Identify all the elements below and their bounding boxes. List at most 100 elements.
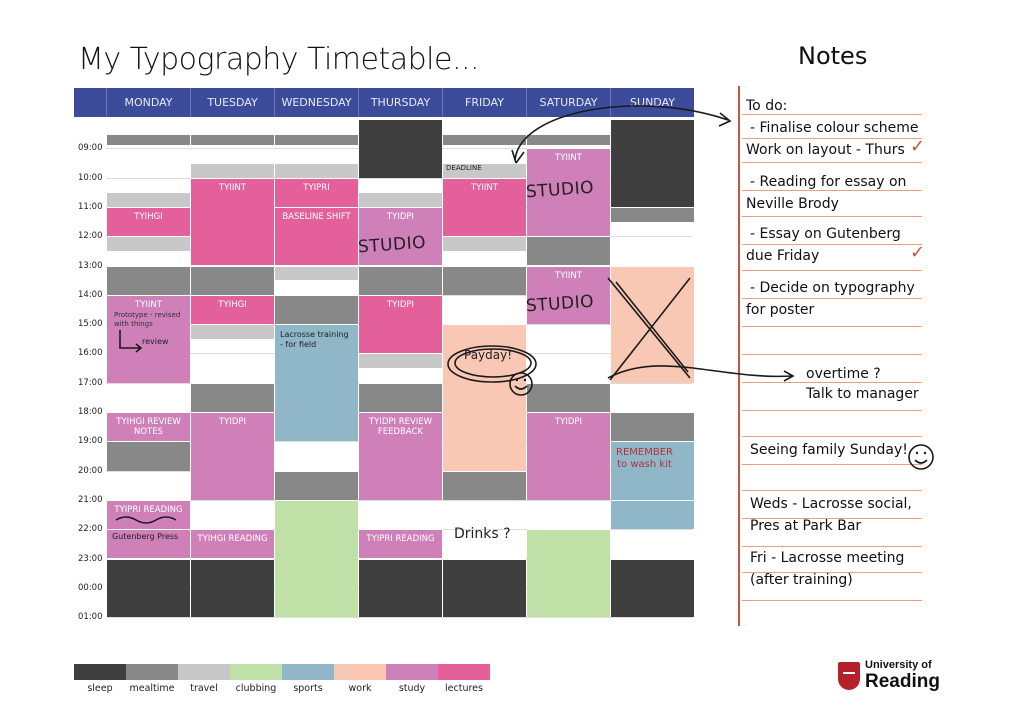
note-line: due Friday xyxy=(746,248,820,264)
block-label: TYIDPI REVIEW FEEDBACK xyxy=(368,417,433,437)
block-sleep xyxy=(191,558,274,618)
day-header-monday: MONDAY xyxy=(106,88,190,117)
time-label: 23:00 xyxy=(78,553,103,564)
block-label: TYIHGI REVIEW NOTES xyxy=(116,417,181,437)
time-label: 19:00 xyxy=(78,436,103,447)
hour-line xyxy=(106,177,692,179)
block-label: TYIINT xyxy=(555,270,582,281)
block-study: TYIHGI REVIEW NOTES xyxy=(107,412,190,442)
legend-label-clubbing: clubbing xyxy=(235,683,277,694)
note-line: Fri - Lacrosse meeting xyxy=(750,550,905,566)
block-mealtime xyxy=(191,265,274,295)
block-lectures: TYIINT xyxy=(443,177,526,237)
time-label: 21:00 xyxy=(78,494,103,505)
header-corner xyxy=(74,88,106,117)
notes-rule xyxy=(742,138,922,139)
note-line: overtime ? xyxy=(806,366,881,382)
notes-rule xyxy=(742,162,922,163)
block-mealtime xyxy=(359,382,442,412)
block-sleep xyxy=(359,558,442,618)
block-travel xyxy=(359,192,442,207)
crest-icon xyxy=(838,662,860,690)
block-label: TYIPRI xyxy=(303,182,330,193)
note-line: - Essay on Gutenberg xyxy=(750,226,901,242)
block-mealtime xyxy=(527,236,610,266)
notes-rule xyxy=(742,326,922,327)
notes-title: Notes xyxy=(798,42,868,70)
block-study: TYIINT xyxy=(527,265,610,325)
block-mealtime xyxy=(275,133,358,146)
handwritten-prototype-note: Prototype - revised with things xyxy=(114,310,181,328)
block-label: TYIDPI xyxy=(386,211,415,222)
block-work xyxy=(443,324,526,471)
block-label: TYIDPI xyxy=(554,417,583,427)
handwritten-remember: REMEMBER to wash kit xyxy=(616,447,673,471)
block-sleep xyxy=(611,558,694,618)
block-label: TYIHGI READING xyxy=(197,534,268,545)
notes-rule xyxy=(742,114,922,115)
legend-label-lectures: lectures xyxy=(445,683,483,694)
block-study: TYIPRI READING xyxy=(359,529,442,559)
block-sports xyxy=(611,441,694,500)
check-icon: ✓ xyxy=(910,242,926,263)
notes-panel: To do: - Finalise colour scheme Work on la… xyxy=(738,86,926,626)
handwritten-drinks: Drinks ? xyxy=(454,526,511,543)
note-line: To do: xyxy=(746,98,788,114)
check-icon: ✓ xyxy=(910,136,926,157)
note-line: Seeing family Sunday! xyxy=(750,442,908,458)
block-sports xyxy=(275,324,358,442)
block-mealtime xyxy=(443,265,526,295)
notes-rule xyxy=(742,546,922,547)
block-sports xyxy=(611,499,694,530)
notes-rule xyxy=(742,436,922,437)
day-header-tuesday: TUESDAY xyxy=(190,88,274,117)
notes-rule xyxy=(742,244,922,245)
block-mealtime xyxy=(527,133,610,146)
block-lectures: TYIDPI xyxy=(359,294,442,354)
block-study: TYIDPI xyxy=(191,412,274,500)
block-lectures: TYIINT xyxy=(191,177,274,266)
legend-swatch-mealtime xyxy=(126,664,178,680)
block-mealtime xyxy=(359,265,442,295)
note-line: Neville Brody xyxy=(746,196,839,212)
day-header-thursday: THURSDAY xyxy=(358,88,442,117)
time-label: 22:00 xyxy=(78,524,103,535)
block-lectures: TYIHGI xyxy=(107,206,190,237)
legend-label-study: study xyxy=(398,683,426,694)
handwritten-gutenberg: Gutenberg Press xyxy=(112,532,179,542)
time-label: 09:00 xyxy=(78,143,103,154)
legend-label-mealtime: mealtime xyxy=(129,683,175,694)
legend-swatch-clubbing xyxy=(230,664,282,680)
block-sleep xyxy=(359,119,442,178)
block-sleep xyxy=(107,558,190,618)
notes-rule xyxy=(742,464,922,465)
timetable-grid: MONDAY TUESDAY WEDNESDAY THURSDAY FRIDAY SATU… xyxy=(74,88,694,623)
legend-swatch-study xyxy=(386,664,438,680)
block-clubbing xyxy=(527,529,610,618)
block-label: BASELINE SHIFT xyxy=(282,211,351,222)
handwritten-studio-sat-1: STUDIO xyxy=(525,177,595,202)
note-line: Talk to manager xyxy=(806,386,919,402)
block-work xyxy=(611,265,694,383)
block-travel xyxy=(191,162,274,178)
block-label: TYIDPI xyxy=(386,299,415,310)
note-line: Weds - Lacrosse social, xyxy=(750,496,912,512)
block-clubbing xyxy=(275,499,358,618)
note-line: for poster xyxy=(746,302,815,318)
legend-swatch-work xyxy=(334,664,386,680)
block-travel xyxy=(443,162,526,178)
block-travel xyxy=(191,324,274,339)
time-label: 11:00 xyxy=(78,201,103,212)
block-mealtime xyxy=(275,294,358,325)
block-label: TYIINT xyxy=(471,182,498,193)
notes-margin-line xyxy=(738,86,740,626)
block-label: TYIHGI xyxy=(218,299,247,310)
logo-line2: Reading xyxy=(865,671,940,692)
logo-line1: University of xyxy=(865,659,932,671)
legend-swatch-sleep xyxy=(74,664,126,680)
block-sleep xyxy=(611,119,694,207)
block-label: TYIINT xyxy=(555,153,582,164)
block-mealtime xyxy=(191,133,274,146)
note-line: - Reading for essay on xyxy=(750,174,907,190)
block-mealtime xyxy=(443,470,526,500)
